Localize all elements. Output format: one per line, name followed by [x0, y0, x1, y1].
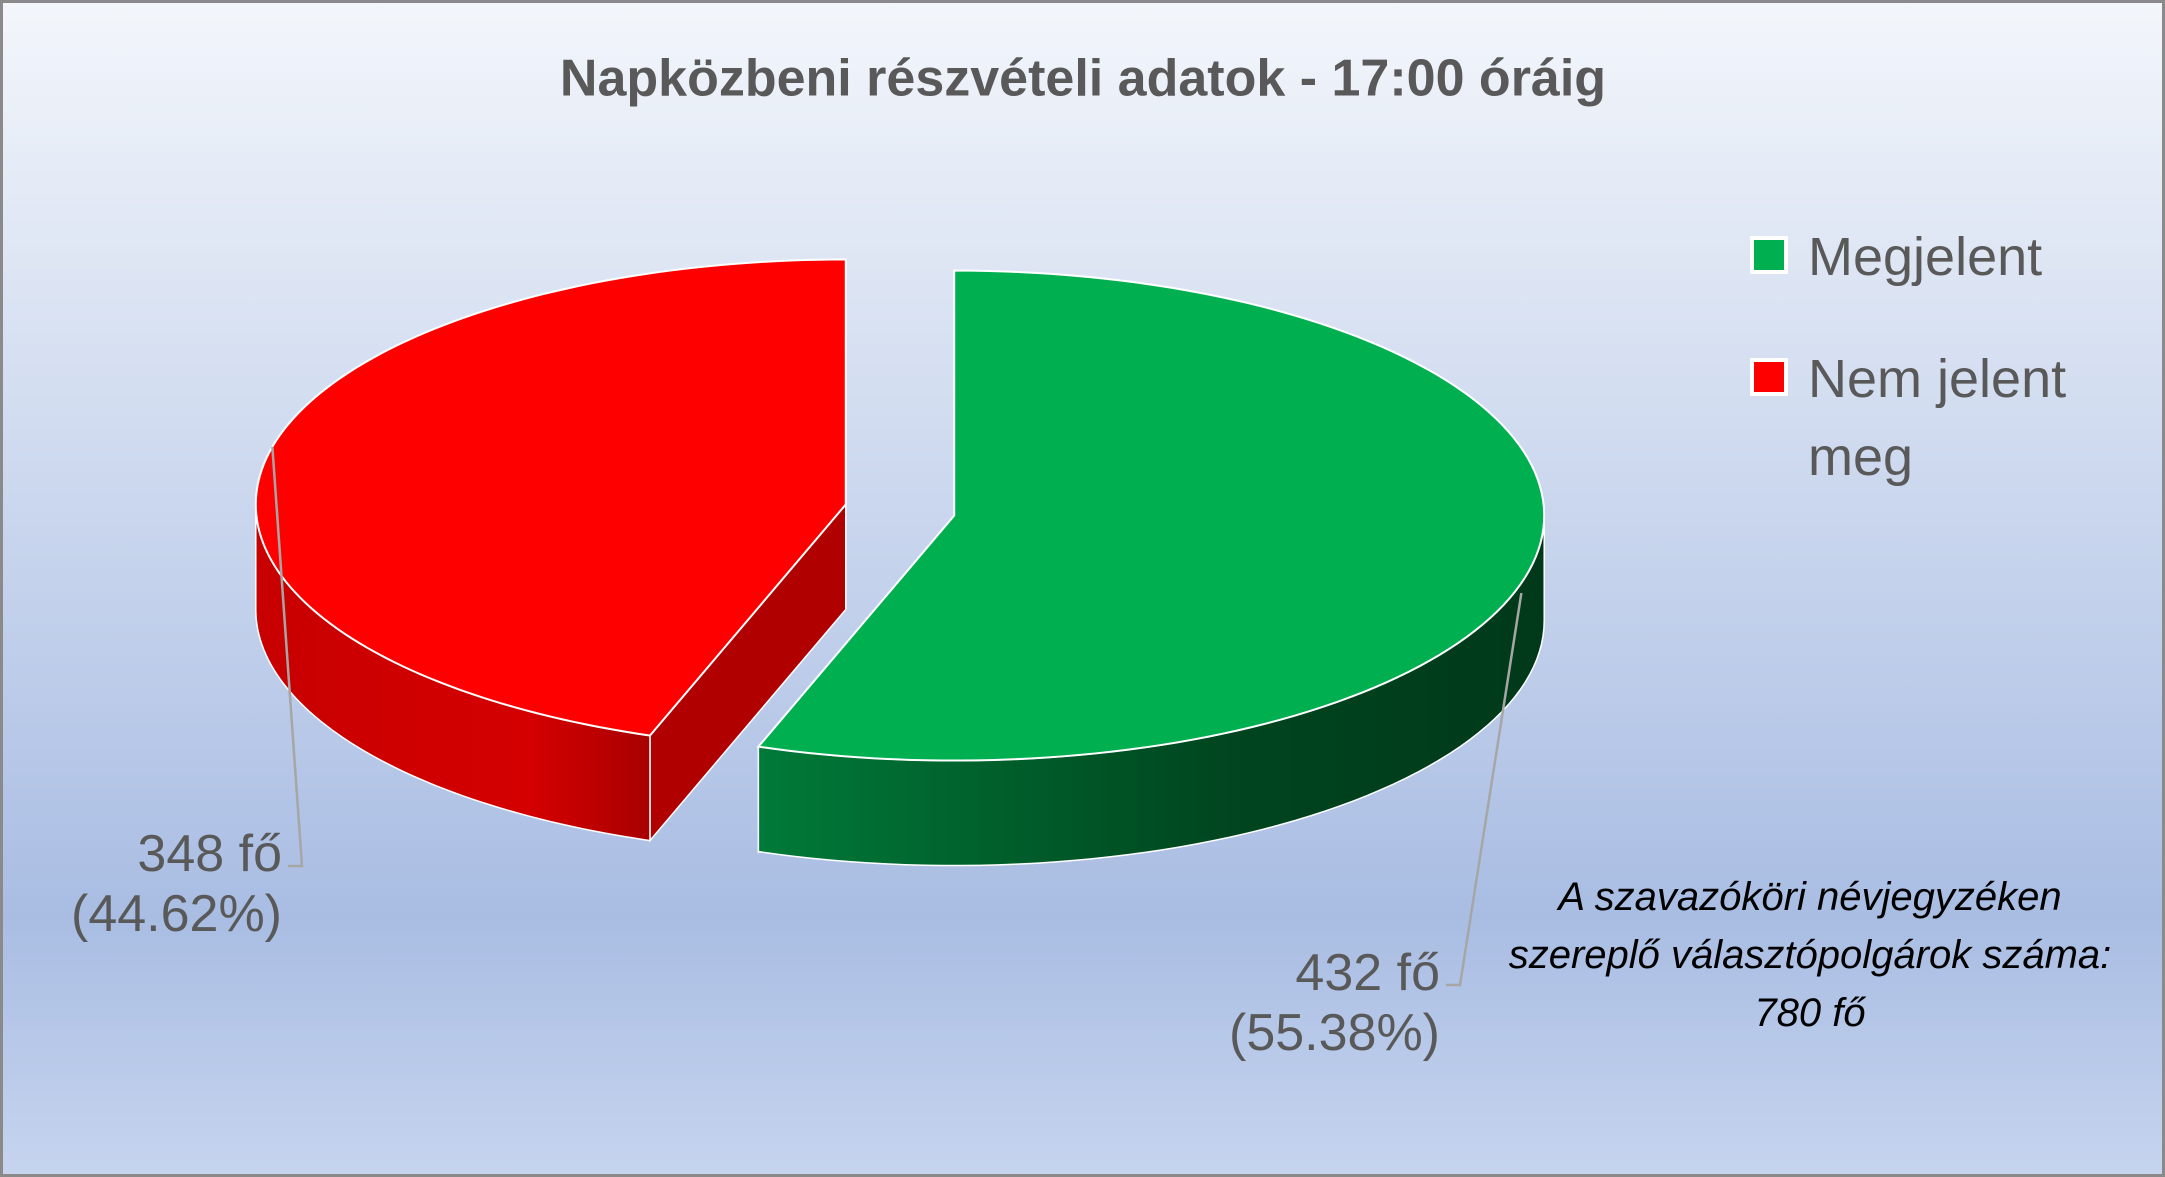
leader-line: [271, 446, 304, 868]
data-label: 432 fő (55.38%): [1229, 944, 1440, 1062]
pie: [254, 258, 1546, 987]
data-label: 348 fő (44.62%): [71, 825, 282, 943]
chart-title: Napközbeni részvételi adatok - 17:00 órá…: [560, 50, 1606, 108]
annotation: A szavazóköri névjegyzéken szereplő vála…: [1508, 875, 2112, 1035]
slice: [756, 269, 1546, 762]
legend-label: Nem jelent meg: [1808, 349, 2067, 487]
legend-label: Megjelent: [1808, 227, 2043, 287]
slice: [254, 258, 847, 737]
legend-swatch: [1750, 236, 1788, 274]
legend-swatch: [1750, 358, 1788, 396]
leader-line: [1446, 592, 1523, 987]
